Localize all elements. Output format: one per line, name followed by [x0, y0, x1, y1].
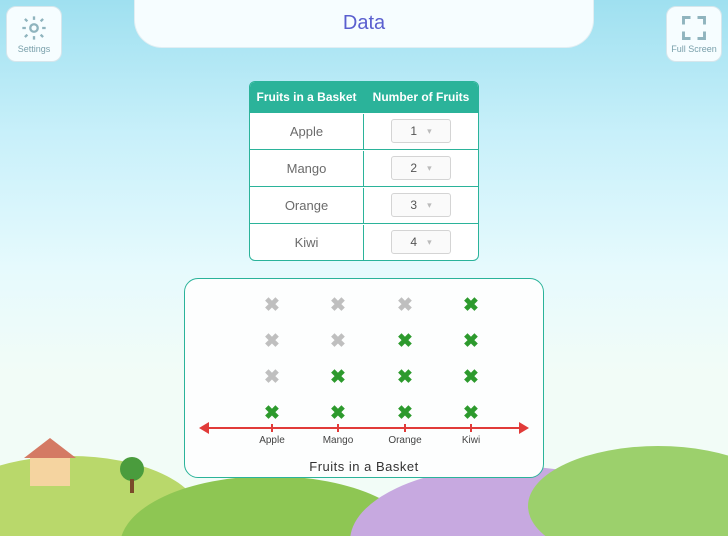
count-value: 2 — [410, 161, 417, 175]
mark-empty-icon: ✖ — [264, 368, 280, 387]
settings-label: Settings — [18, 44, 51, 54]
background-hill — [528, 446, 728, 536]
count-value: 3 — [410, 198, 417, 212]
count-select[interactable]: 4▾ — [391, 230, 451, 254]
count-value: 4 — [410, 235, 417, 249]
table-row: Apple1▾ — [250, 112, 478, 149]
chevron-down-icon: ▾ — [427, 200, 432, 211]
app-root: Settings Full Screen Data Fruits in a Ba… — [0, 0, 728, 536]
dot-column: ✖ ✖ ✖ ✖ — [313, 296, 363, 423]
axis-tick — [337, 424, 339, 432]
table-row: Mango2▾ — [250, 149, 478, 186]
page-title-bar: Data — [134, 0, 594, 48]
fruit-name-cell: Kiwi — [250, 225, 364, 260]
mark-empty-icon: ✖ — [330, 296, 346, 315]
table-row: Orange3▾ — [250, 186, 478, 223]
mark-filled-icon: ✖ — [463, 368, 479, 387]
count-select[interactable]: 1▾ — [391, 119, 451, 143]
table-header-count: Number of Fruits — [364, 82, 478, 112]
axis-tick — [271, 424, 273, 432]
mark-filled-icon: ✖ — [463, 404, 479, 423]
axis-tick — [470, 424, 472, 432]
dot-plot-panel: ✖ ✖ ✖ ✖ ✖ ✖ ✖ ✖ ✖ ✖ ✖ ✖ ✖ ✖ ✖ ✖ Apple Mango Orange Kiwi Fr… — [184, 278, 544, 478]
mark-filled-icon: ✖ — [264, 404, 280, 423]
background-house — [30, 456, 70, 486]
fruit-name-cell: Mango — [250, 151, 364, 186]
dot-column: ✖ ✖ ✖ ✖ — [446, 296, 496, 423]
fullscreen-icon — [680, 14, 708, 44]
table-row: Kiwi4▾ — [250, 223, 478, 260]
table-header-row: Fruits in a Basket Number of Fruits — [250, 82, 478, 112]
table-header-fruits: Fruits in a Basket — [250, 82, 364, 112]
dot-plot-grid: ✖ ✖ ✖ ✖ ✖ ✖ ✖ ✖ ✖ ✖ ✖ ✖ ✖ ✖ ✖ ✖ — [185, 293, 543, 423]
fruit-name-cell: Apple — [250, 114, 364, 149]
count-value: 1 — [410, 124, 417, 138]
x-axis-label: Mango — [313, 435, 363, 446]
page-title: Data — [343, 12, 385, 35]
chart-title: Fruits in a Basket — [185, 459, 543, 474]
background-tree — [120, 457, 144, 481]
mark-filled-icon: ✖ — [397, 368, 413, 387]
x-axis-label: Orange — [380, 435, 430, 446]
mark-filled-icon: ✖ — [330, 404, 346, 423]
mark-filled-icon: ✖ — [463, 296, 479, 315]
mark-filled-icon: ✖ — [330, 368, 346, 387]
count-select[interactable]: 3▾ — [391, 193, 451, 217]
x-axis-label: Apple — [247, 435, 297, 446]
mark-filled-icon: ✖ — [397, 404, 413, 423]
fruit-name-cell: Orange — [250, 188, 364, 223]
mark-empty-icon: ✖ — [264, 296, 280, 315]
data-table: Fruits in a Basket Number of Fruits Appl… — [249, 81, 479, 261]
fullscreen-label: Full Screen — [671, 44, 717, 54]
chevron-down-icon: ▾ — [427, 163, 432, 174]
dot-column: ✖ ✖ ✖ ✖ — [247, 296, 297, 423]
mark-empty-icon: ✖ — [397, 296, 413, 315]
dot-column: ✖ ✖ ✖ ✖ — [380, 296, 430, 423]
settings-button[interactable]: Settings — [6, 6, 62, 62]
axis-tick — [404, 424, 406, 432]
chevron-down-icon: ▾ — [427, 126, 432, 137]
chevron-down-icon: ▾ — [427, 237, 432, 248]
x-axis-line — [209, 427, 519, 429]
count-select[interactable]: 2▾ — [391, 156, 451, 180]
x-axis-label: Kiwi — [446, 435, 496, 446]
gear-icon — [20, 14, 48, 44]
mark-filled-icon: ✖ — [463, 332, 479, 351]
mark-empty-icon: ✖ — [264, 332, 280, 351]
mark-empty-icon: ✖ — [330, 332, 346, 351]
fullscreen-button[interactable]: Full Screen — [666, 6, 722, 62]
mark-filled-icon: ✖ — [397, 332, 413, 351]
